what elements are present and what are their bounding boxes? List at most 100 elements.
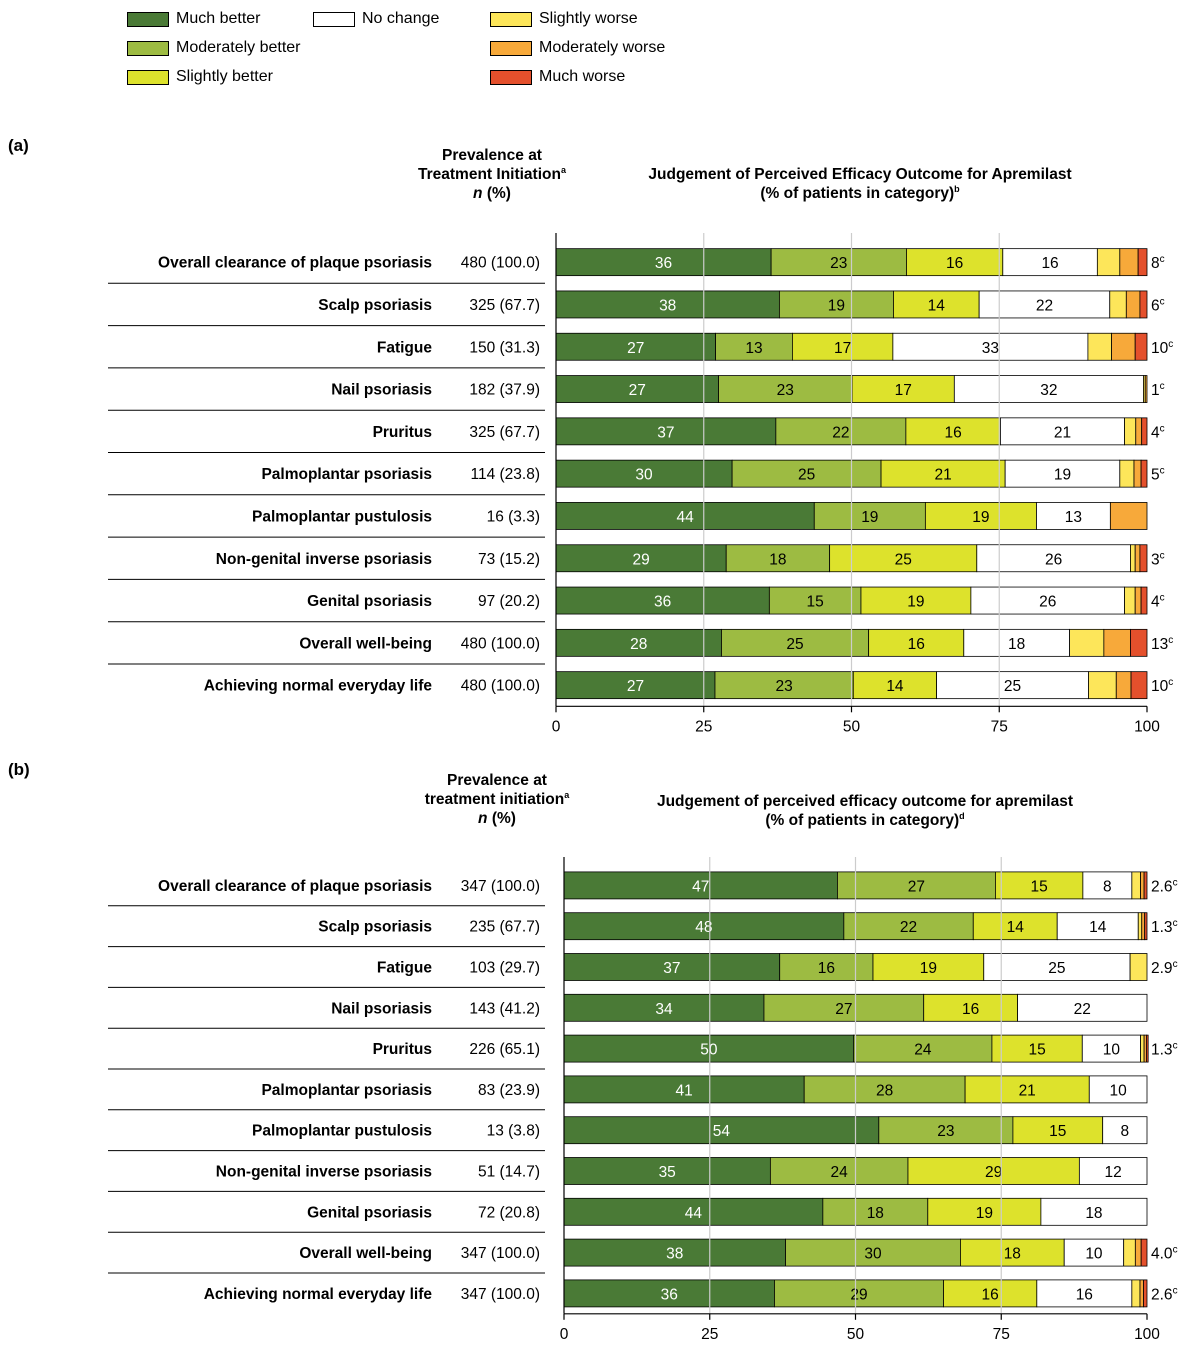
bar-value-label: 16: [1076, 1286, 1093, 1303]
row-label: Fatigue: [377, 339, 432, 356]
bar-segment: [1081, 1034, 1141, 1063]
bar-segment: [1119, 248, 1139, 277]
bar-value-label: 18: [867, 1205, 884, 1222]
bar-value-label: 41: [675, 1082, 692, 1099]
bar-value-label: 19: [976, 1205, 993, 1222]
prevalence-header-n: n: [478, 810, 488, 827]
legend-item: Slightly better: [127, 68, 273, 86]
row-label: Scalp psoriasis: [318, 297, 432, 314]
bar-segment: [853, 1034, 993, 1063]
bar-value-label: 16: [818, 960, 835, 977]
bar-value-label: 19: [907, 594, 924, 611]
worse-total-label: 1.3c: [1151, 918, 1178, 936]
bar-segment: [563, 1116, 880, 1145]
bar-value-label: 23: [830, 255, 847, 272]
bar-value-label: 27: [627, 678, 644, 695]
judgement-header-footnote: d: [959, 810, 965, 821]
bar-value-label: 38: [666, 1246, 683, 1263]
x-tick-label: 100: [1134, 1326, 1160, 1343]
bar-segment: [555, 628, 722, 657]
bar-value-label: 26: [1045, 551, 1062, 568]
row-label: Palmoplantar psoriasis: [261, 466, 432, 483]
panel-b-prevalence-header: Prevalence at treatment initiationa n (%…: [397, 771, 597, 828]
bar-value-label: 22: [1074, 1001, 1091, 1018]
bar-segment: [555, 248, 772, 277]
legend-swatch: [490, 11, 532, 27]
row-label: Pruritus: [373, 424, 432, 441]
bar-value-label: 10: [1103, 1042, 1121, 1059]
bar-segment: [774, 1279, 944, 1308]
row-label: Non-genital inverse psoriasis: [216, 551, 432, 568]
row-prevalence: 347 (100.0): [461, 1245, 540, 1262]
bar-segment: [1069, 628, 1105, 657]
legend: Much better Moderately better Slightly bet…: [0, 0, 1187, 100]
legend-item: Moderately worse: [490, 39, 665, 57]
row-prevalence: 235 (67.7): [469, 919, 540, 936]
legend-swatch: [127, 11, 169, 27]
bar-segment: [1109, 290, 1127, 319]
row-label: Overall clearance of plaque psoriasis: [158, 255, 432, 272]
row-prevalence: 97 (20.2): [478, 593, 540, 610]
bar-segment: [892, 332, 1089, 361]
bar-value-label: 16: [945, 424, 962, 441]
bar-segment: [725, 544, 831, 573]
x-tick-label: 50: [843, 718, 861, 735]
bar-value-label: 25: [798, 467, 815, 484]
bar-segment: [893, 290, 980, 319]
bar-segment: [763, 993, 925, 1022]
row-label: Pruritus: [373, 1041, 432, 1058]
bar-segment: [563, 912, 845, 941]
judgement-header-line1: Judgement of Perceived Efficacy Outcome …: [648, 166, 1072, 183]
bar-value-label: 15: [1049, 1123, 1066, 1140]
bar-segment: [1002, 248, 1098, 277]
bar-segment: [1140, 1034, 1145, 1063]
worse-total-label: 8c: [1151, 254, 1165, 272]
bar-segment: [1082, 871, 1133, 900]
bar-value-label: 54: [713, 1123, 731, 1140]
bar-segment: [792, 332, 894, 361]
row-prevalence: 13 (3.8): [487, 1123, 540, 1140]
legend-swatch: [490, 69, 532, 85]
bar-value-label: 18: [769, 551, 786, 568]
bar-segment: [1109, 502, 1148, 530]
bar-segment: [1130, 628, 1148, 657]
bar-segment: [1040, 1197, 1148, 1226]
bar-segment: [1125, 290, 1141, 319]
prevalence-header-pct: (%): [487, 810, 516, 827]
bar-segment: [714, 671, 854, 700]
prevalence-header-line1: Prevalence at: [442, 147, 542, 164]
bar-segment: [555, 417, 777, 446]
bar-segment: [1102, 1116, 1148, 1145]
panel-a-letter: (a): [8, 136, 29, 155]
legend-item: Moderately better: [127, 39, 301, 57]
bar-segment: [1139, 290, 1148, 319]
worse-total-label: 4.0c: [1151, 1245, 1178, 1263]
row-prevalence: 347 (100.0): [461, 1286, 540, 1303]
bar-segment: [970, 586, 1125, 615]
legend-label: Moderately worse: [539, 39, 666, 56]
bar-value-label: 16: [908, 636, 925, 653]
bar-value-label: 19: [972, 509, 989, 526]
legend-item: Slightly worse: [490, 10, 638, 28]
bar-segment: [860, 586, 972, 615]
bar-segment: [851, 375, 955, 403]
bar-value-label: 16: [982, 1286, 999, 1303]
legend-label: Much better: [176, 10, 261, 27]
bar-segment: [927, 1197, 1042, 1226]
bar-segment: [563, 993, 765, 1022]
bar-value-label: 25: [1004, 678, 1021, 695]
bar-segment: [555, 459, 733, 488]
x-tick-label: 0: [552, 718, 561, 735]
bar-segment: [837, 871, 996, 900]
bar-value-label: 17: [895, 382, 912, 399]
bar-value-label: 18: [1085, 1205, 1102, 1222]
row-label: Palmoplantar pustulosis: [252, 1123, 432, 1140]
bar-segment: [880, 459, 1006, 488]
prevalence-header-line2: treatment initiation: [424, 791, 565, 808]
bar-value-label: 30: [864, 1246, 882, 1263]
bar-value-label: 24: [914, 1042, 932, 1059]
row-prevalence: 83 (23.9): [478, 1082, 540, 1099]
bar-segment: [563, 871, 838, 900]
bar-segment: [1130, 544, 1136, 573]
bar-segment: [1141, 417, 1148, 446]
